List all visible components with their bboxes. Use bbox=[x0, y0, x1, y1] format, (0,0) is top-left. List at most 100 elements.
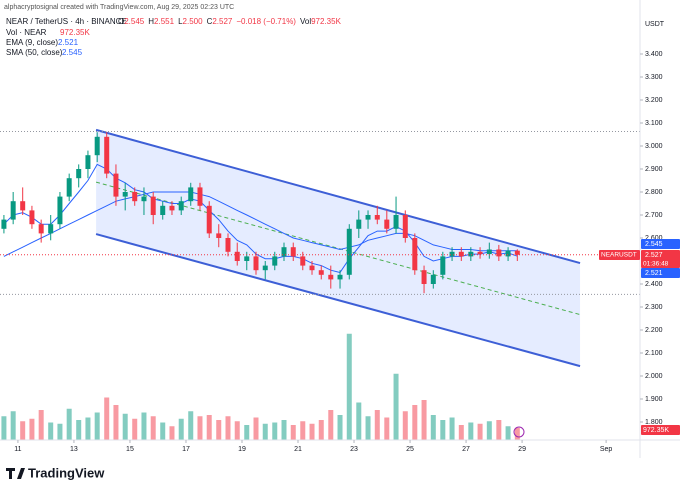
volume-bar bbox=[318, 420, 324, 440]
volume-bar bbox=[281, 420, 287, 440]
volume-bar bbox=[290, 425, 296, 440]
x-tick-label: 13 bbox=[70, 446, 78, 453]
volume-bar bbox=[188, 411, 194, 440]
candle-body bbox=[122, 192, 128, 197]
volume-bar bbox=[486, 421, 492, 440]
candle-body bbox=[514, 250, 520, 255]
candle-body bbox=[244, 256, 250, 261]
volume-bar bbox=[122, 413, 128, 440]
vol-name: Vol · NEAR bbox=[6, 28, 47, 37]
volume-bar bbox=[514, 427, 520, 440]
x-tick-label: 11 bbox=[14, 446, 21, 453]
x-tick-label: 23 bbox=[350, 446, 358, 453]
vol-value: 972.35K bbox=[60, 28, 90, 37]
price-badge-label: 2.527 bbox=[645, 252, 663, 259]
volume-bar bbox=[20, 421, 26, 440]
volume-bar bbox=[85, 417, 91, 440]
brand: TradingView bbox=[28, 465, 105, 480]
candle-body bbox=[290, 247, 296, 257]
x-tick-label: Sep bbox=[600, 446, 613, 453]
volume-bar bbox=[225, 416, 231, 440]
y-tick-label: 2.900 bbox=[645, 166, 663, 173]
candle-body bbox=[262, 265, 268, 271]
y-tick-label: 2.100 bbox=[645, 350, 663, 357]
candle-body bbox=[150, 196, 156, 215]
x-tick-label: 29 bbox=[518, 446, 526, 453]
candle-body bbox=[234, 251, 240, 261]
ticker-badge bbox=[599, 250, 640, 260]
y-tick-label: 1.900 bbox=[645, 396, 663, 403]
ohlc-h_label: H bbox=[148, 17, 154, 26]
candle-body bbox=[29, 210, 35, 225]
sma-badge-label: 2.545 bbox=[645, 241, 663, 248]
candle-body bbox=[412, 238, 418, 271]
candle-body bbox=[104, 136, 110, 174]
ohlc-vol: 972.35K bbox=[311, 17, 341, 26]
volume-bar bbox=[10, 411, 16, 440]
volume-bar bbox=[234, 421, 240, 440]
y-tick-label: 1.800 bbox=[645, 419, 663, 426]
volume-bar bbox=[300, 421, 306, 440]
volume-bar bbox=[374, 410, 380, 440]
candle-body bbox=[365, 215, 371, 220]
volume-bar bbox=[272, 422, 278, 440]
channel-fill bbox=[96, 129, 581, 367]
ohlc-vol_label: Vol bbox=[300, 17, 311, 26]
event-icon[interactable] bbox=[513, 426, 525, 438]
y-tick-label: 2.200 bbox=[645, 327, 663, 334]
candle-body bbox=[206, 205, 212, 234]
candle-body bbox=[38, 224, 44, 234]
volume-bar bbox=[169, 426, 175, 440]
candle-body bbox=[421, 270, 427, 284]
volume-bar bbox=[244, 425, 250, 440]
volume-bar bbox=[253, 417, 259, 440]
candle-body bbox=[468, 251, 474, 257]
ohlc-change: −0.018 (−0.71%) bbox=[236, 17, 296, 26]
ohlc-l: 2.500 bbox=[183, 17, 204, 26]
volume-bar bbox=[141, 412, 147, 440]
x-tick-label: 21 bbox=[294, 446, 302, 453]
volume-bar bbox=[421, 400, 427, 440]
candle-body bbox=[430, 274, 436, 284]
price-badge bbox=[641, 250, 680, 268]
y-tick-label: 2.800 bbox=[645, 189, 663, 196]
candle-body bbox=[374, 215, 380, 220]
ohlc-c: 2.527 bbox=[212, 17, 233, 26]
ohlc-h: 2.551 bbox=[154, 17, 175, 26]
volume-bar bbox=[38, 410, 44, 440]
y-tick-label: 3.300 bbox=[645, 74, 663, 81]
volume-bar bbox=[337, 415, 343, 440]
volume-bar bbox=[346, 333, 352, 440]
volume-bar bbox=[412, 405, 418, 440]
volume-bar bbox=[113, 405, 119, 440]
ema-value: 2.521 bbox=[58, 38, 79, 47]
volume-bar bbox=[449, 417, 455, 440]
volume-bar bbox=[458, 425, 464, 440]
sma-name: SMA (50, close) bbox=[6, 48, 63, 57]
volume-bar bbox=[440, 420, 446, 440]
channel-lower bbox=[95, 233, 581, 368]
y-tick-label: 3.000 bbox=[645, 143, 663, 150]
volume-bar bbox=[384, 417, 390, 440]
ticker-badge-label: NEARUSDT bbox=[601, 252, 637, 259]
candle-body bbox=[449, 251, 455, 257]
candle-body bbox=[458, 251, 464, 257]
candle-body bbox=[393, 215, 399, 229]
candle-body bbox=[402, 215, 408, 238]
y-tick-label: 2.300 bbox=[645, 304, 663, 311]
candle-body bbox=[160, 205, 166, 215]
candle-body bbox=[318, 270, 324, 275]
x-tick-label: 15 bbox=[126, 446, 134, 453]
y-tick-label: 3.200 bbox=[645, 97, 663, 104]
y-tick-label: 2.600 bbox=[645, 235, 663, 242]
sma-badge bbox=[641, 239, 680, 249]
candle-body bbox=[356, 219, 362, 229]
ohlc-l_label: L bbox=[178, 17, 183, 26]
volume-bar bbox=[496, 420, 502, 440]
volume-bar bbox=[57, 423, 63, 440]
candle-body bbox=[216, 233, 222, 238]
candle-body bbox=[486, 249, 492, 255]
volume-bar bbox=[94, 412, 100, 440]
candle-body bbox=[225, 238, 231, 252]
